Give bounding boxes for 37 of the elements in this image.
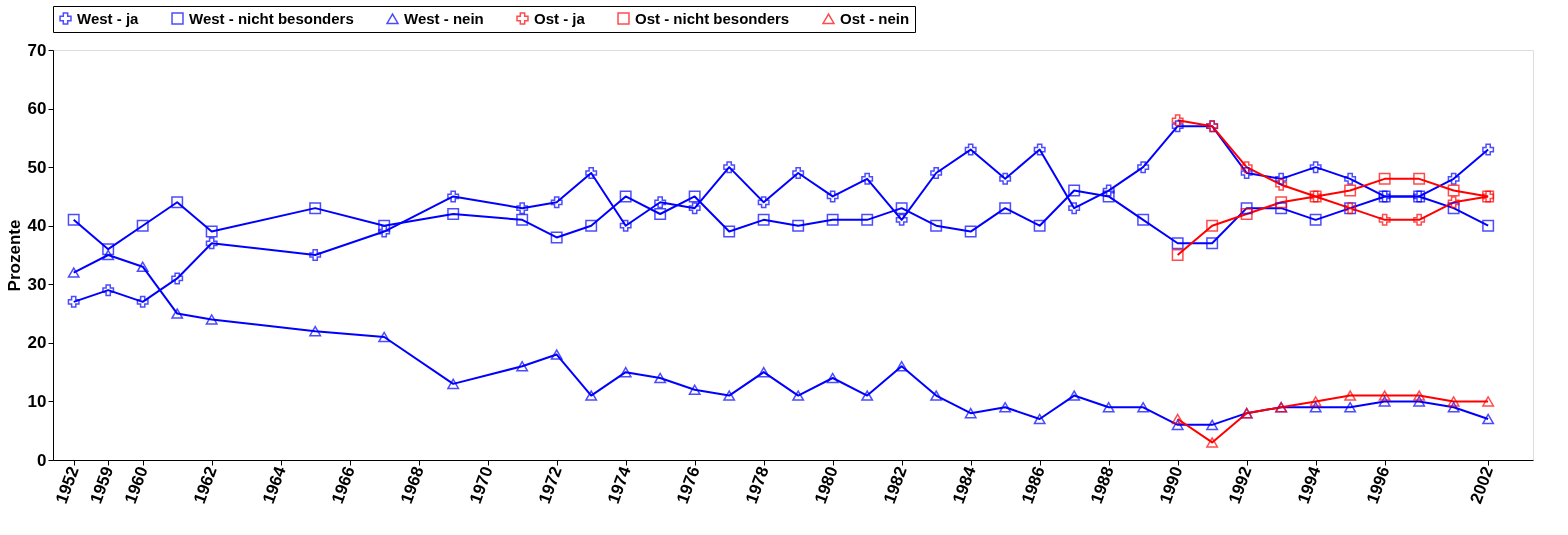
- y-axis-title: Prozente: [4, 219, 24, 292]
- legend-label: West - nein: [404, 9, 484, 27]
- legend-label: West - ja: [77, 9, 140, 27]
- x-tick-label: 1976: [672, 464, 704, 507]
- x-tick-label: 1970: [465, 464, 497, 507]
- x-tick-label: 1972: [534, 464, 566, 507]
- y-tick-label: 60: [27, 99, 47, 119]
- x-tick-label: 1968: [396, 464, 428, 507]
- x-tick-label: 1952: [51, 464, 83, 507]
- x-tick-label: 1996: [1362, 464, 1394, 507]
- x-tick-label: 1988: [1086, 464, 1118, 507]
- x-tick-label: 1984: [948, 463, 980, 507]
- legend-label: West - nicht besonders: [189, 9, 354, 27]
- y-tick-label: 40: [27, 216, 47, 236]
- x-tick-label: 1966: [327, 464, 359, 507]
- x-tick-label: 1960: [120, 464, 152, 507]
- x-tick-label: 1992: [1224, 464, 1256, 507]
- x-tick-label: 1986: [1017, 464, 1049, 507]
- y-tick-label: 10: [27, 391, 47, 411]
- y-tick-label: 0: [37, 450, 47, 470]
- x-tick-label: 1962: [189, 464, 221, 507]
- x-tick-label: 1959: [86, 464, 118, 507]
- x-tick-label: 1990: [1155, 464, 1187, 507]
- y-tick-label: 50: [27, 157, 47, 177]
- x-tick-label: 1964: [258, 463, 290, 507]
- legend-label: Ost - ja: [534, 9, 586, 27]
- x-tick-label: 1974: [603, 463, 635, 507]
- x-tick-label: 1978: [741, 464, 773, 507]
- y-tick-label: 70: [27, 40, 47, 60]
- x-tick-label: 1982: [879, 464, 911, 507]
- legend-label: Ost - nein: [840, 9, 910, 27]
- x-tick-label: 2002: [1466, 464, 1498, 507]
- y-tick-label: 30: [27, 274, 47, 294]
- x-tick-label: 1994: [1293, 463, 1325, 507]
- x-tick-label: 1980: [810, 464, 842, 507]
- y-tick-label: 20: [27, 333, 47, 353]
- legend-label: Ost - nicht besonders: [635, 9, 790, 27]
